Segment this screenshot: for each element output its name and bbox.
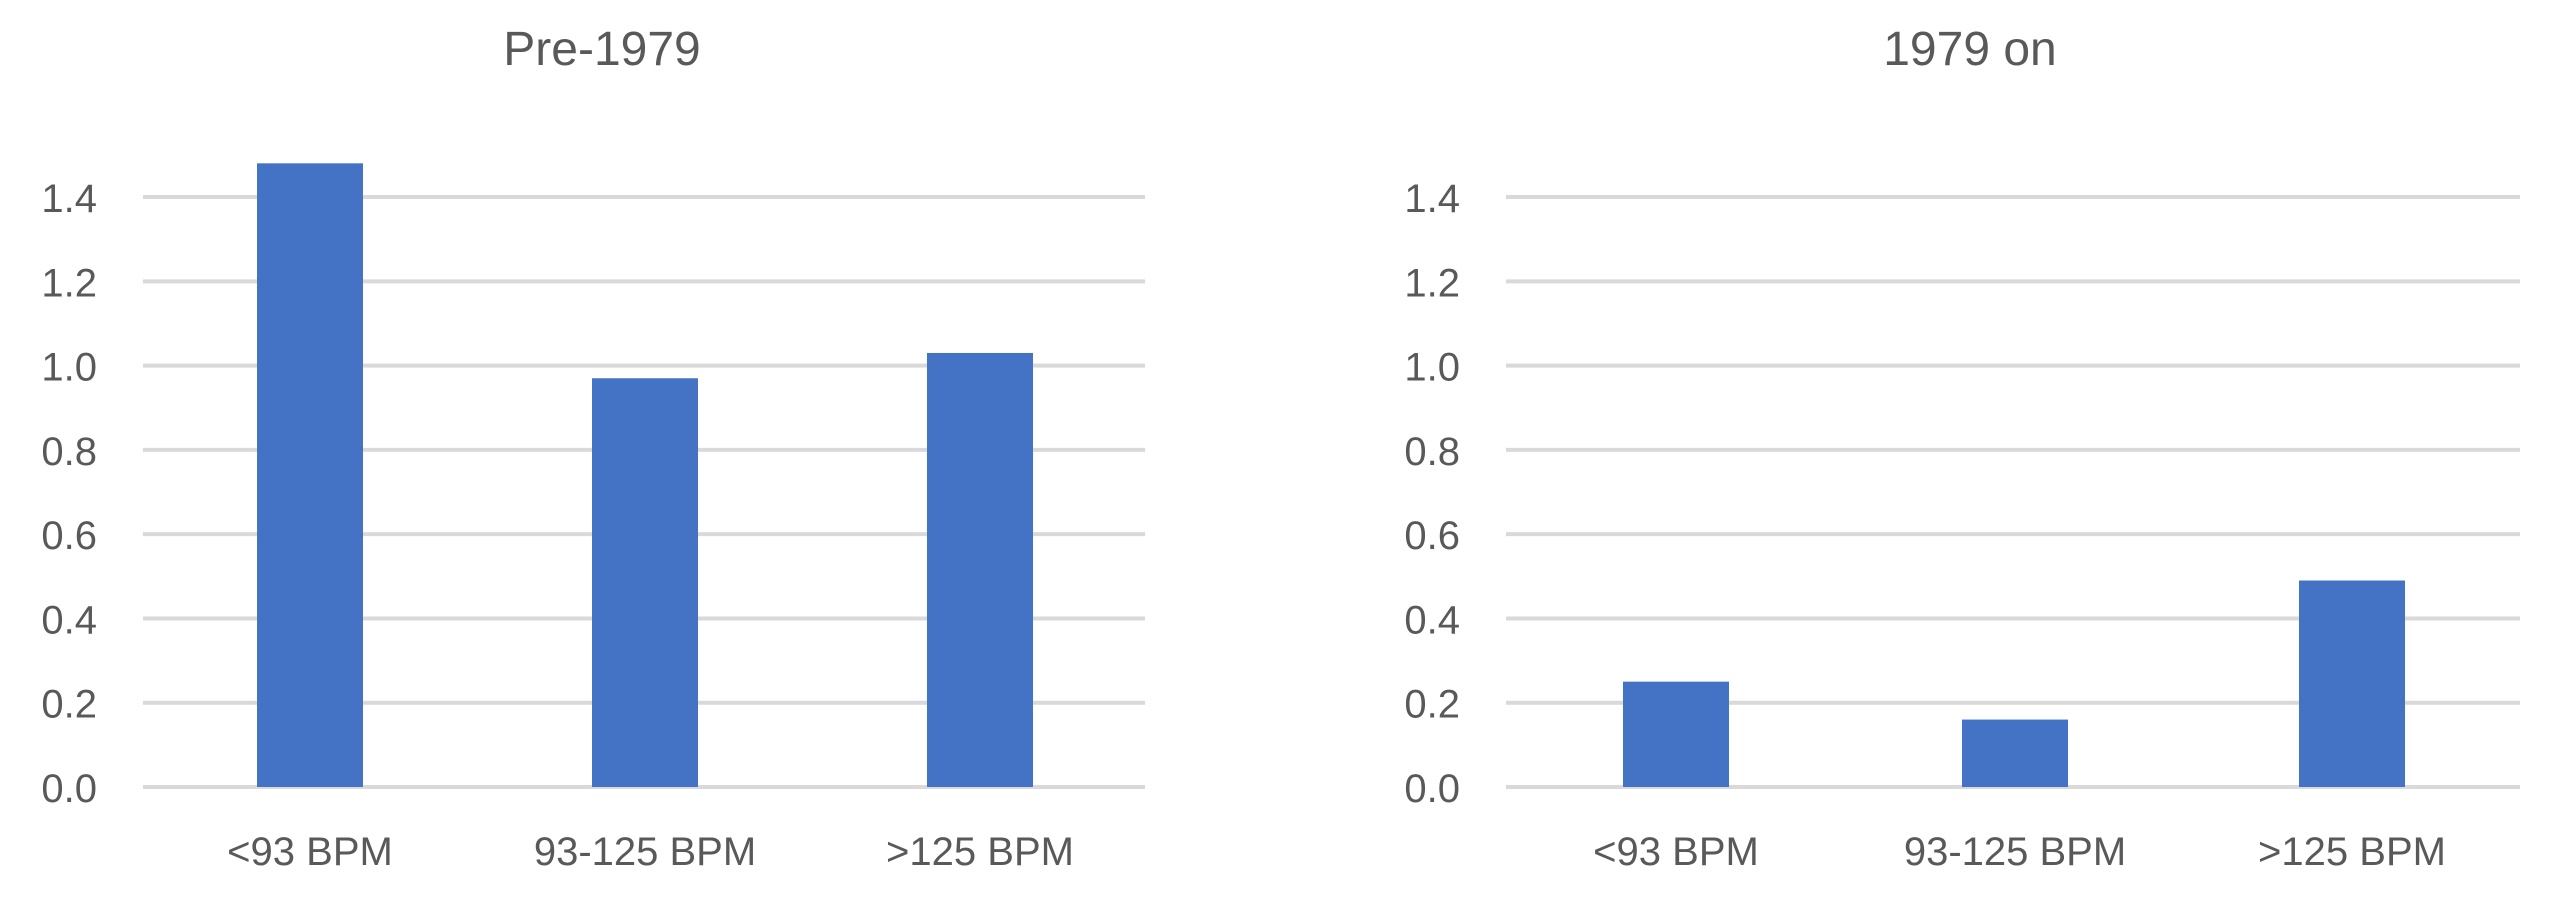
y-tick-label-pre-1979: 0.2 — [41, 683, 97, 727]
bar-1979-on — [1623, 681, 1729, 787]
bar-1979-on — [2299, 580, 2405, 787]
bar-pre-1979 — [257, 163, 363, 787]
y-tick-label-1979-on: 0.2 — [1404, 683, 1460, 727]
y-tick-label-pre-1979: 0.6 — [41, 514, 97, 558]
y-tick-label-1979-on: 0.4 — [1404, 598, 1460, 642]
x-category-label-1979-on: <93 BPM — [1593, 830, 1759, 874]
bar-pre-1979 — [592, 378, 698, 787]
x-category-label-pre-1979: >125 BPM — [886, 830, 1074, 874]
chart-title-1979-on: 1979 on — [1883, 23, 2057, 76]
y-tick-label-1979-on: 1.2 — [1404, 261, 1460, 305]
y-tick-label-pre-1979: 1.0 — [41, 346, 97, 390]
x-category-label-1979-on: 93-125 BPM — [1904, 830, 2126, 874]
y-tick-label-1979-on: 1.4 — [1404, 177, 1460, 221]
y-tick-label-1979-on: 0.8 — [1404, 430, 1460, 474]
bar-pre-1979 — [927, 352, 1033, 787]
y-tick-label-1979-on: 0.6 — [1404, 514, 1460, 558]
x-category-label-pre-1979: <93 BPM — [227, 830, 393, 874]
y-tick-label-1979-on: 0.0 — [1404, 767, 1460, 811]
y-tick-label-pre-1979: 1.2 — [41, 261, 97, 305]
x-category-label-1979-on: >125 BPM — [2258, 830, 2446, 874]
y-tick-label-pre-1979: 1.4 — [41, 177, 97, 221]
y-tick-label-pre-1979: 0.4 — [41, 598, 97, 642]
chart-title-pre-1979: Pre-1979 — [503, 23, 700, 76]
y-tick-label-1979-on: 1.0 — [1404, 346, 1460, 390]
y-tick-label-pre-1979: 0.0 — [41, 767, 97, 811]
bar-1979-on — [1962, 719, 2068, 787]
y-tick-label-pre-1979: 0.8 — [41, 430, 97, 474]
x-category-label-pre-1979: 93-125 BPM — [534, 830, 756, 874]
